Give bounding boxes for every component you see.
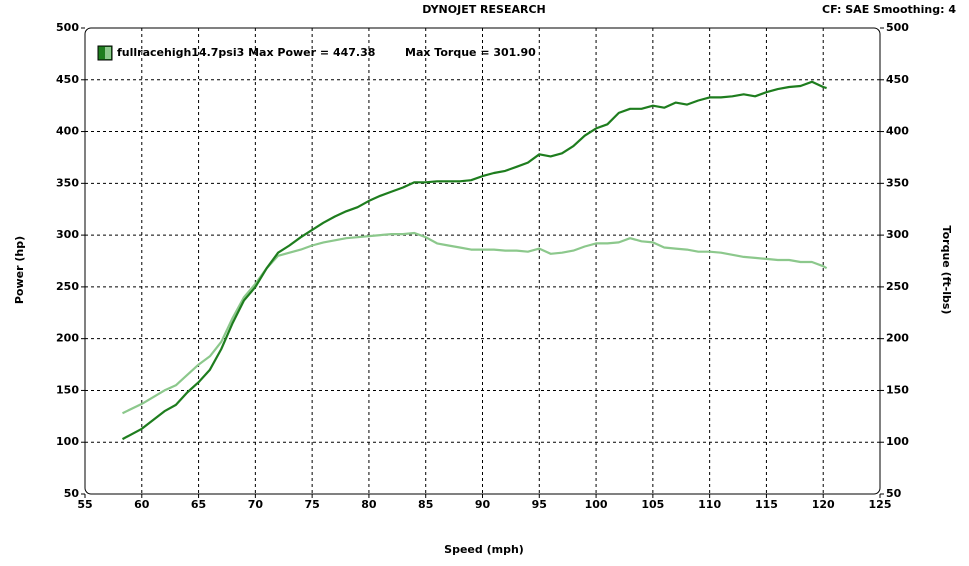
y2-tick-label: 150	[886, 383, 909, 396]
x-axis-label: Speed (mph)	[444, 543, 524, 556]
y-tick-label: 50	[64, 487, 80, 500]
y-tick-label: 500	[56, 21, 79, 34]
chart-subtitle: CF: SAE Smoothing: 4	[822, 3, 956, 16]
y-tick-label: 350	[56, 176, 79, 189]
y2-tick-label: 50	[886, 487, 902, 500]
x-tick-label: 60	[134, 498, 150, 511]
legend-power: fullracehigh14.7psi3 Max Power = 447.38	[117, 46, 375, 59]
x-tick-label: 75	[304, 498, 319, 511]
x-tick-label: 95	[532, 498, 547, 511]
y-tick-label: 150	[56, 383, 79, 396]
x-tick-label: 70	[248, 498, 264, 511]
y2-axis-label: Torque (ft-lbs)	[940, 226, 953, 315]
y-tick-label: 100	[56, 435, 79, 448]
x-tick-label: 85	[418, 498, 433, 511]
y2-tick-label: 250	[886, 280, 909, 293]
x-tick-label: 125	[869, 498, 892, 511]
y2-tick-label: 100	[886, 435, 909, 448]
y-tick-label: 450	[56, 73, 79, 86]
y-tick-label: 200	[56, 332, 79, 345]
y2-tick-label: 500	[886, 21, 909, 34]
y2-tick-label: 200	[886, 332, 909, 345]
series-line	[121, 80, 827, 441]
x-tick-label: 110	[698, 498, 721, 511]
x-tick-label: 120	[812, 498, 835, 511]
y-tick-label: 400	[56, 125, 79, 138]
x-tick-label: 90	[475, 498, 491, 511]
x-tick-label: 105	[641, 498, 664, 511]
legend-torque: Max Torque = 301.90	[405, 46, 536, 59]
x-tick-label: 80	[361, 498, 377, 511]
series-line	[122, 231, 828, 415]
y-axis-label: Power (hp)	[13, 236, 26, 304]
legend-swatch-light	[105, 47, 111, 59]
x-tick-label: 115	[755, 498, 778, 511]
y2-tick-label: 450	[886, 73, 909, 86]
x-tick-label: 100	[585, 498, 608, 511]
chart-title: DYNOJET RESEARCH	[422, 3, 545, 16]
y-tick-label: 300	[56, 228, 79, 241]
y-tick-label: 250	[56, 280, 79, 293]
x-tick-label: 55	[77, 498, 92, 511]
y2-tick-label: 300	[886, 228, 909, 241]
x-tick-label: 65	[191, 498, 206, 511]
y2-tick-label: 400	[886, 125, 909, 138]
y2-tick-label: 350	[886, 176, 909, 189]
